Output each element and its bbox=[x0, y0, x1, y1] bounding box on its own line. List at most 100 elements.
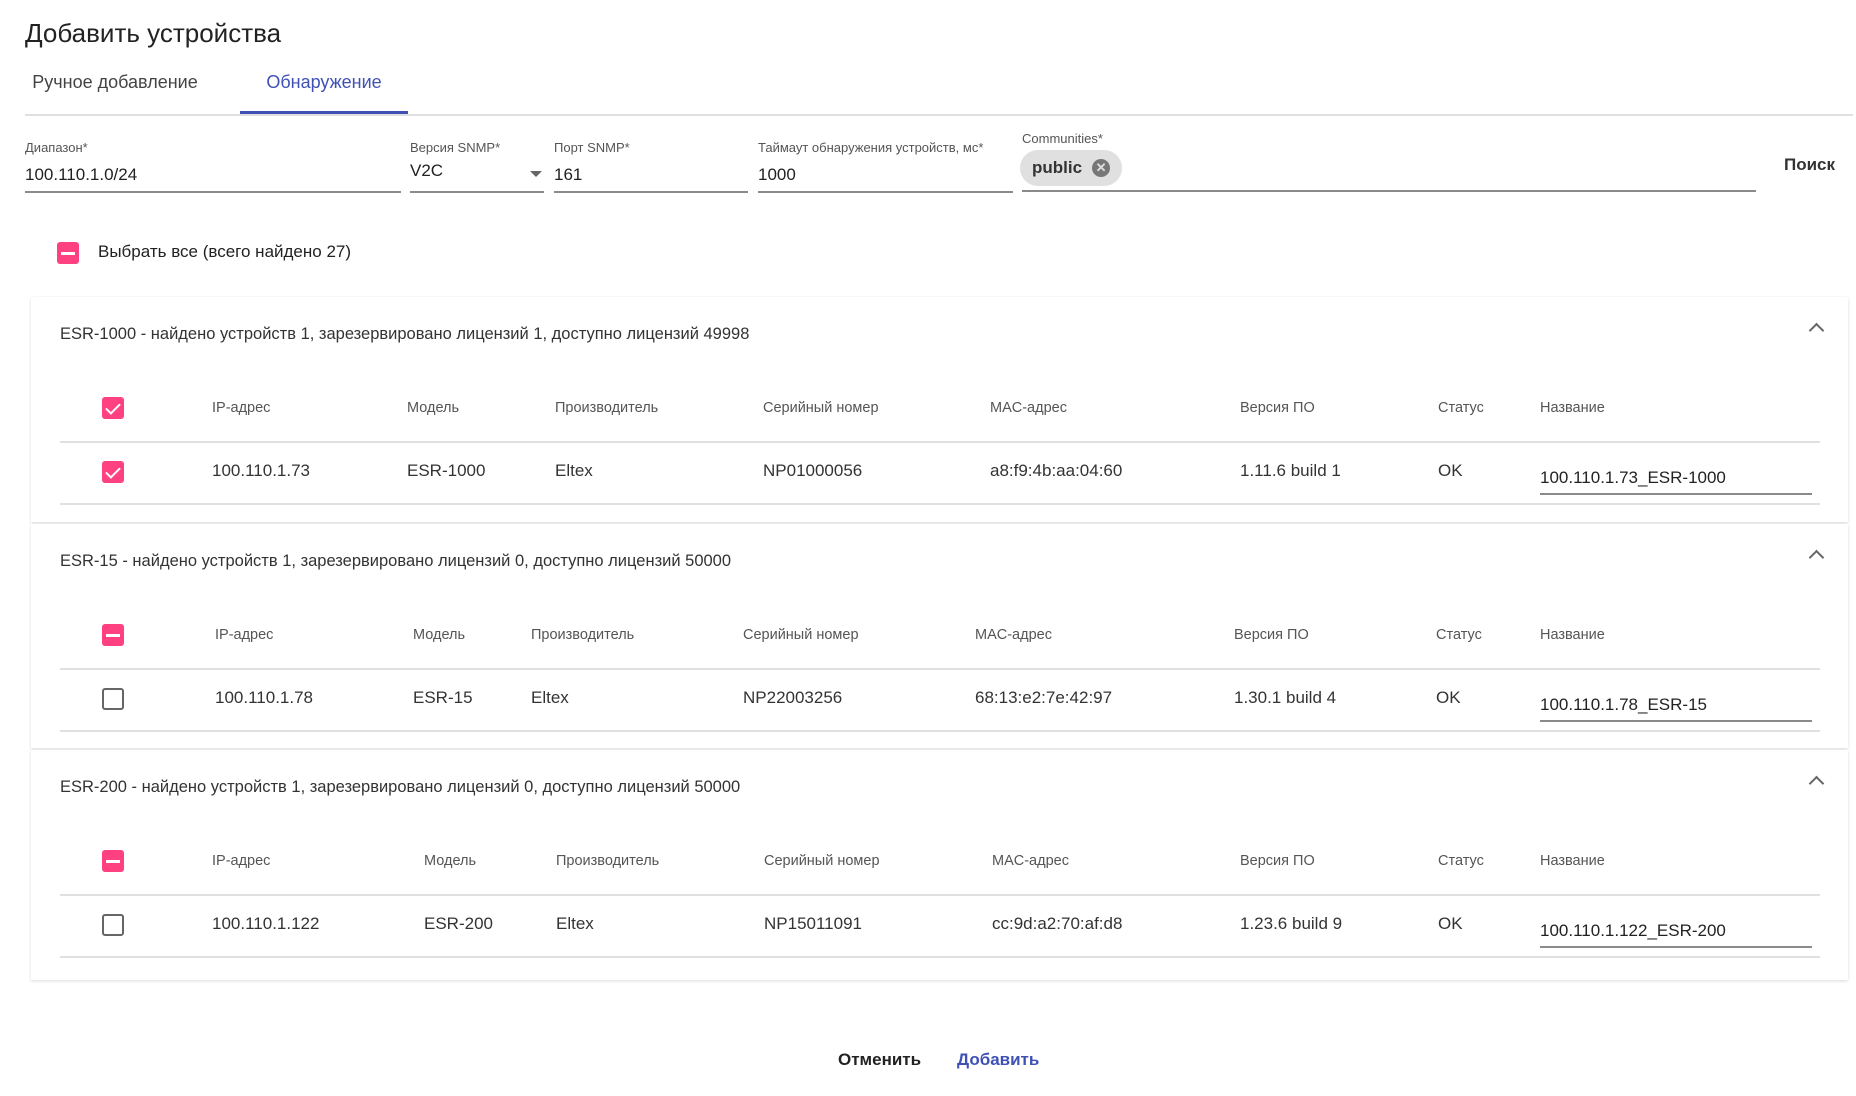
cell-status: OK bbox=[1438, 461, 1463, 480]
header-divider bbox=[60, 668, 1820, 670]
cell-vendor: Eltex bbox=[531, 688, 569, 707]
row-checkbox[interactable] bbox=[102, 688, 124, 710]
snmp-port-input[interactable] bbox=[554, 161, 748, 193]
device-name-input[interactable]: 100.110.1.73_ESR-1000 bbox=[1540, 463, 1812, 495]
device-group-panel: ESR-1000 - найдено устройств 1, зарезерв… bbox=[31, 297, 1848, 522]
tabs-divider bbox=[25, 114, 1853, 116]
timeout-label: Таймаут обнаружения устройств, мс* bbox=[758, 140, 984, 155]
column-header[interactable]: Версия ПО bbox=[1240, 853, 1315, 869]
snmp-version-field: Версия SNMP* V2C bbox=[410, 140, 544, 193]
group-title[interactable]: ESR-200 - найдено устройств 1, зарезерви… bbox=[60, 778, 741, 796]
column-header[interactable]: Модель bbox=[407, 400, 460, 416]
header-divider bbox=[60, 894, 1820, 896]
column-header[interactable]: Статус bbox=[1438, 853, 1484, 869]
column-header[interactable]: Производитель bbox=[556, 853, 660, 869]
device-group-panel: ESR-15 - найдено устройств 1, зарезервир… bbox=[31, 524, 1848, 748]
column-header[interactable]: IP-адрес bbox=[212, 853, 271, 869]
cell-model: ESR-1000 bbox=[407, 461, 486, 480]
close-icon[interactable]: ✕ bbox=[1092, 159, 1111, 177]
header-divider bbox=[60, 441, 1820, 443]
cell-ip: 100.110.1.78 bbox=[215, 688, 313, 707]
device-name-value: 100.110.1.78_ESR-15 bbox=[1540, 695, 1707, 714]
column-header[interactable]: MAC-адрес bbox=[992, 853, 1069, 869]
cell-vendor: Eltex bbox=[555, 461, 593, 480]
cell-version: 1.11.6 build 1 bbox=[1240, 461, 1341, 480]
cell-version: 1.23.6 build 9 bbox=[1240, 914, 1343, 933]
group-title[interactable]: ESR-1000 - найдено устройств 1, зарезерв… bbox=[60, 325, 750, 343]
group-select-checkbox[interactable] bbox=[102, 624, 124, 646]
range-label: Диапазон* bbox=[25, 140, 88, 155]
timeout-input[interactable] bbox=[758, 161, 1013, 193]
cell-serial: NP15011091 bbox=[764, 914, 862, 933]
cell-status: OK bbox=[1438, 914, 1463, 933]
chip-label: public bbox=[1032, 158, 1083, 177]
tab-manual[interactable]: Ручное добавление bbox=[32, 72, 198, 92]
cell-model: ESR-15 bbox=[413, 688, 473, 707]
page-title: Добавить устройства bbox=[25, 18, 282, 48]
column-header[interactable]: Статус bbox=[1436, 627, 1482, 643]
column-header[interactable]: Модель bbox=[413, 627, 466, 643]
tab-discovery[interactable]: Обнаружение bbox=[240, 72, 408, 114]
column-header[interactable]: Серийный номер bbox=[764, 853, 880, 869]
device-name-input[interactable]: 100.110.1.78_ESR-15 bbox=[1540, 690, 1812, 722]
snmp-version-value: V2C bbox=[410, 161, 444, 180]
column-header[interactable]: Версия ПО bbox=[1234, 627, 1309, 643]
communities-input[interactable] bbox=[1022, 190, 1756, 192]
community-chip[interactable]: public ✕ bbox=[1020, 150, 1123, 186]
cell-ip: 100.110.1.73 bbox=[212, 461, 310, 480]
column-header[interactable]: Серийный номер bbox=[763, 400, 879, 416]
communities-label: Communities* bbox=[1022, 131, 1103, 146]
snmp-version-label: Версия SNMP* bbox=[410, 140, 501, 155]
select-all-label: Выбрать все (всего найдено 27) bbox=[98, 242, 352, 261]
row-divider bbox=[60, 503, 1820, 505]
select-all-checkbox[interactable] bbox=[57, 242, 79, 264]
group-title[interactable]: ESR-15 - найдено устройств 1, зарезервир… bbox=[60, 552, 732, 570]
column-header[interactable]: Серийный номер bbox=[743, 627, 859, 643]
cell-ip: 100.110.1.122 bbox=[212, 914, 320, 933]
device-name-value: 100.110.1.73_ESR-1000 bbox=[1540, 468, 1726, 487]
row-divider bbox=[60, 956, 1820, 958]
cell-mac: a8:f9:4b:aa:04:60 bbox=[990, 461, 1123, 480]
dropdown-arrow-icon bbox=[530, 171, 542, 177]
cell-status: OK bbox=[1436, 688, 1461, 707]
chevron-up-icon[interactable] bbox=[1808, 549, 1825, 566]
timeout-field: Таймаут обнаружения устройств, мс* bbox=[758, 140, 1013, 193]
column-header[interactable]: Название bbox=[1540, 627, 1605, 643]
cell-version: 1.30.1 build 4 bbox=[1234, 688, 1337, 707]
cell-model: ESR-200 bbox=[424, 914, 493, 933]
cell-mac: 68:13:e2:7e:42:97 bbox=[975, 688, 1113, 707]
snmp-version-select[interactable]: V2C bbox=[410, 161, 544, 193]
cell-vendor: Eltex bbox=[556, 914, 594, 933]
group-select-checkbox[interactable] bbox=[102, 850, 124, 872]
cell-mac: cc:9d:a2:70:af:d8 bbox=[992, 914, 1123, 933]
group-select-checkbox[interactable] bbox=[102, 397, 124, 419]
column-header[interactable]: IP-адрес bbox=[215, 627, 274, 643]
cancel-button[interactable]: Отменить bbox=[838, 1050, 922, 1069]
column-header[interactable]: Модель bbox=[424, 853, 477, 869]
chevron-up-icon[interactable] bbox=[1808, 322, 1825, 339]
search-button[interactable]: Поиск bbox=[1784, 155, 1836, 174]
column-header[interactable]: MAC-адрес bbox=[975, 627, 1052, 643]
column-header[interactable]: Производитель bbox=[531, 627, 635, 643]
add-button[interactable]: Добавить bbox=[957, 1050, 1040, 1069]
row-divider bbox=[60, 730, 1820, 732]
column-header[interactable]: Версия ПО bbox=[1240, 400, 1315, 416]
column-header[interactable]: Название bbox=[1540, 400, 1605, 416]
column-header[interactable]: Статус bbox=[1438, 400, 1484, 416]
chevron-up-icon[interactable] bbox=[1808, 775, 1825, 792]
column-header[interactable]: Название bbox=[1540, 853, 1605, 869]
cell-serial: NP01000056 bbox=[763, 461, 863, 480]
column-header[interactable]: Производитель bbox=[555, 400, 659, 416]
snmp-port-label: Порт SNMP* bbox=[554, 140, 630, 155]
row-checkbox[interactable] bbox=[102, 461, 124, 483]
range-field: Диапазон* bbox=[25, 140, 401, 193]
column-header[interactable]: MAC-адрес bbox=[990, 400, 1067, 416]
row-checkbox[interactable] bbox=[102, 914, 124, 936]
device-name-input[interactable]: 100.110.1.122_ESR-200 bbox=[1540, 916, 1812, 948]
snmp-port-field: Порт SNMP* bbox=[554, 140, 748, 193]
device-group-panel: ESR-200 - найдено устройств 1, зарезерви… bbox=[31, 750, 1848, 980]
device-name-value: 100.110.1.122_ESR-200 bbox=[1540, 921, 1726, 940]
cell-serial: NP22003256 bbox=[743, 688, 843, 707]
range-input[interactable] bbox=[25, 161, 401, 193]
column-header[interactable]: IP-адрес bbox=[212, 400, 271, 416]
